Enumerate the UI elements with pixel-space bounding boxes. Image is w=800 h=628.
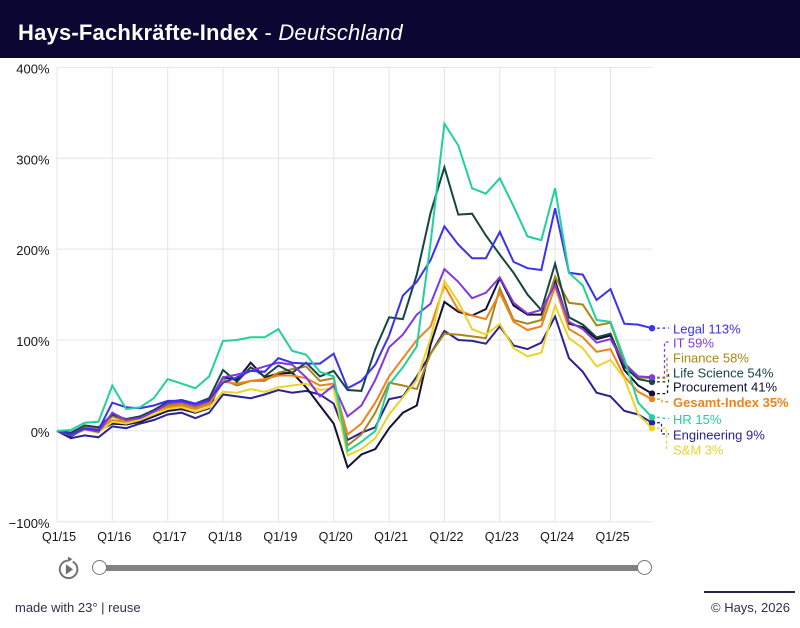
svg-text:Legal 113%: Legal 113% <box>673 321 741 336</box>
svg-text:Engineering 9%: Engineering 9% <box>673 427 765 442</box>
svg-text:Q1/17: Q1/17 <box>153 530 187 544</box>
svg-text:−100%: −100% <box>9 516 50 531</box>
svg-text:200%: 200% <box>16 243 50 258</box>
svg-text:300%: 300% <box>16 152 50 167</box>
svg-text:Finance 58%: Finance 58% <box>673 350 749 365</box>
svg-text:Q1/16: Q1/16 <box>97 530 131 544</box>
svg-text:Gesamt-Index 35%: Gesamt-Index 35% <box>673 395 789 410</box>
svg-text:Life Science 54%: Life Science 54% <box>673 365 774 380</box>
svg-text:Q1/15: Q1/15 <box>42 530 76 544</box>
svg-text:HR 15%: HR 15% <box>673 412 722 427</box>
svg-text:Q1/24: Q1/24 <box>540 530 574 544</box>
svg-text:0%: 0% <box>31 425 50 440</box>
svg-text:100%: 100% <box>16 334 50 349</box>
svg-text:IT 59%: IT 59% <box>673 335 714 350</box>
svg-text:S&M 3%: S&M 3% <box>673 442 724 457</box>
svg-text:Procurement 41%: Procurement 41% <box>673 379 777 394</box>
svg-text:400%: 400% <box>16 61 50 76</box>
svg-text:Q1/18: Q1/18 <box>208 530 242 544</box>
svg-text:Q1/23: Q1/23 <box>485 530 519 544</box>
svg-text:Q1/25: Q1/25 <box>595 530 629 544</box>
svg-text:Q1/21: Q1/21 <box>374 530 408 544</box>
svg-text:Q1/19: Q1/19 <box>263 530 297 544</box>
svg-text:Q1/22: Q1/22 <box>429 530 463 544</box>
svg-text:Q1/20: Q1/20 <box>319 530 353 544</box>
